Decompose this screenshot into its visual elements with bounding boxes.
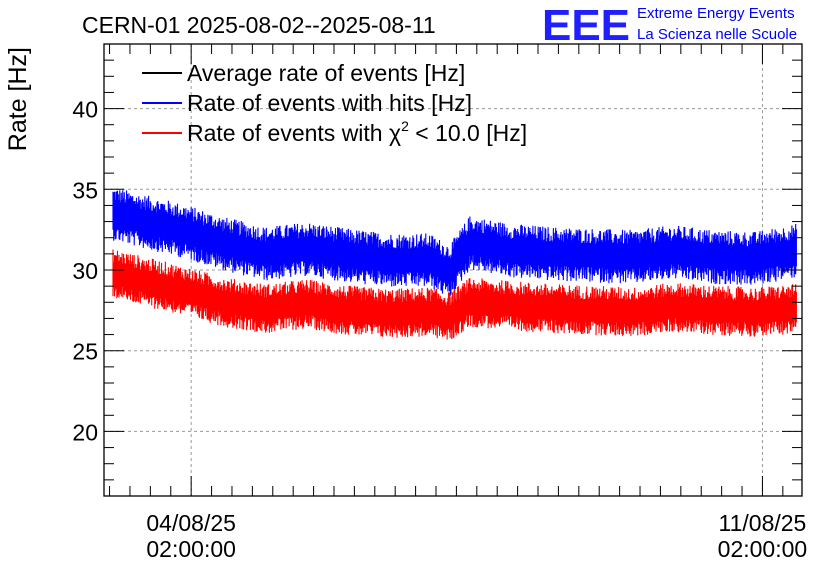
y-tick-label: 40: [72, 97, 98, 123]
legend-label-chi2: Rate of events with χ2 < 10.0 [Hz]: [187, 118, 527, 146]
y-tick-label: 20: [72, 419, 98, 445]
legend-label-hits: Rate of events with hits [Hz]: [187, 90, 472, 116]
x-tick-label-date: 11/08/25: [719, 510, 807, 536]
series-2-line: [112, 249, 797, 340]
eee-logo-line1: Extreme Energy Events: [637, 5, 795, 22]
tick-labels: 202530354004/08/2502:00:0011/08/2502:00:…: [72, 97, 807, 562]
y-tick-label: 25: [72, 339, 98, 365]
series-layer: [112, 190, 797, 340]
y-tick-label: 35: [72, 177, 98, 203]
y-axis-label: Rate [Hz]: [4, 47, 32, 151]
x-tick-label-time: 02:00:00: [718, 536, 808, 562]
axes: [103, 43, 803, 497]
eee-logo-mark: EEE: [542, 1, 630, 50]
x-tick-label-time: 02:00:00: [146, 536, 236, 562]
legend-label-average: Average rate of events [Hz]: [187, 60, 465, 86]
legend-label-chi2-tail: < 10.0 [Hz]: [409, 120, 527, 146]
y-tick-label: 30: [72, 258, 98, 284]
eee-logo-line2: La Scienza nelle Scuole: [637, 26, 797, 43]
series-1-line: [112, 190, 797, 297]
legend-label-chi2-sup: 2: [401, 118, 409, 134]
legend: Average rate of events [Hz] Rate of even…: [142, 60, 527, 146]
legend-label-chi2-main: Rate of events with χ: [187, 120, 401, 146]
eee-logo: EEE Extreme Energy Events La Scienza nel…: [542, 1, 797, 50]
chart-title: CERN-01 2025-08-02--2025-08-11: [82, 12, 436, 38]
x-tick-label-date: 04/08/25: [146, 510, 236, 536]
